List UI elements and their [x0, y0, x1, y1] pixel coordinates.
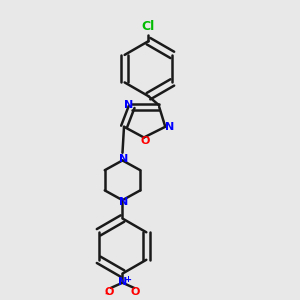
- Text: N: N: [119, 197, 129, 207]
- Text: +: +: [124, 275, 131, 284]
- Text: N: N: [119, 154, 129, 164]
- Text: O: O: [140, 136, 150, 146]
- Text: O: O: [105, 287, 114, 297]
- Text: O: O: [131, 287, 140, 297]
- Text: N: N: [124, 100, 133, 110]
- Text: Cl: Cl: [142, 20, 155, 34]
- Text: N: N: [118, 277, 128, 287]
- Text: -: -: [104, 289, 109, 299]
- Text: N: N: [165, 122, 174, 132]
